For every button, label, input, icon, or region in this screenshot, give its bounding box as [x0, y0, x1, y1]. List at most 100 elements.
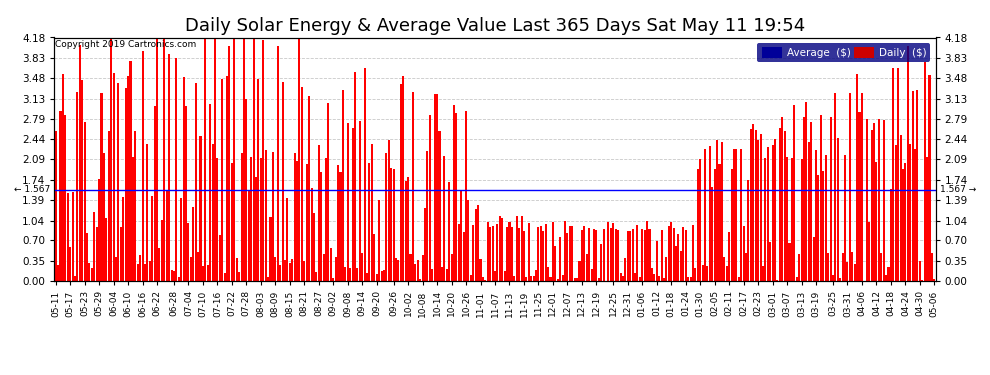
Bar [547, 267, 549, 281]
Bar [533, 276, 535, 281]
Bar [83, 122, 86, 281]
Bar [924, 62, 926, 281]
Bar [122, 196, 125, 281]
Bar [429, 115, 431, 281]
Bar [890, 189, 892, 281]
Bar [709, 147, 711, 281]
Bar [86, 233, 88, 281]
Bar [617, 230, 619, 281]
Bar [231, 163, 233, 281]
Bar [284, 260, 286, 281]
Bar [648, 229, 650, 281]
Bar [714, 170, 716, 281]
Bar [745, 253, 747, 281]
Bar [74, 276, 76, 281]
Bar [754, 130, 756, 281]
Bar [784, 131, 786, 281]
Bar [595, 230, 597, 281]
Bar [813, 237, 815, 281]
Bar [59, 111, 61, 281]
Bar [465, 111, 467, 281]
Bar [262, 40, 264, 281]
Bar [672, 228, 674, 281]
Bar [699, 159, 701, 281]
Bar [400, 84, 402, 281]
Bar [870, 130, 872, 281]
Bar [861, 93, 863, 281]
Bar [549, 277, 551, 281]
Bar [238, 272, 241, 281]
Bar [806, 102, 808, 281]
Bar [650, 268, 653, 281]
Bar [335, 258, 337, 281]
Bar [163, 38, 165, 281]
Bar [786, 156, 788, 281]
Bar [110, 38, 112, 281]
Bar [368, 163, 370, 281]
Bar [151, 196, 153, 281]
Bar [444, 156, 446, 281]
Bar [252, 39, 254, 281]
Bar [298, 38, 301, 281]
Bar [479, 259, 481, 281]
Bar [397, 260, 400, 281]
Text: Copyright 2019 Cartronics.com: Copyright 2019 Cartronics.com [55, 40, 197, 49]
Bar [142, 51, 144, 281]
Bar [140, 255, 142, 281]
Bar [135, 131, 137, 281]
Bar [234, 38, 236, 281]
Bar [358, 121, 360, 281]
Bar [912, 91, 914, 281]
Bar [487, 222, 489, 281]
Bar [101, 93, 103, 281]
Bar [931, 253, 933, 281]
Title: Daily Solar Energy & Average Value Last 365 Days Sat May 11 19:54: Daily Solar Energy & Average Value Last … [185, 16, 805, 34]
Bar [277, 46, 279, 281]
Bar [853, 264, 855, 281]
Bar [202, 266, 204, 281]
Bar [432, 269, 434, 281]
Bar [450, 254, 452, 281]
Bar [518, 228, 520, 281]
Bar [781, 117, 783, 281]
Bar [731, 170, 733, 281]
Bar [291, 260, 293, 281]
Bar [296, 161, 298, 281]
Bar [556, 279, 558, 281]
Bar [620, 273, 622, 281]
Bar [774, 139, 776, 281]
Bar [612, 223, 615, 281]
Bar [543, 231, 545, 281]
Bar [383, 270, 385, 281]
Bar [318, 145, 320, 281]
Bar [446, 269, 447, 281]
Bar [388, 140, 390, 281]
Bar [900, 135, 902, 281]
Bar [448, 182, 450, 281]
Bar [747, 180, 749, 281]
Bar [405, 181, 407, 281]
Bar [98, 180, 100, 281]
Bar [878, 119, 880, 281]
Bar [521, 216, 523, 281]
Bar [832, 274, 834, 281]
Bar [366, 273, 368, 281]
Bar [69, 247, 71, 281]
Bar [724, 257, 726, 281]
Bar [895, 144, 897, 281]
Bar [752, 124, 754, 281]
Bar [349, 268, 351, 281]
Bar [345, 267, 346, 281]
Bar [535, 270, 537, 281]
Bar [523, 231, 525, 281]
Bar [363, 68, 365, 281]
Bar [168, 54, 170, 281]
Bar [642, 229, 644, 281]
Bar [219, 235, 221, 281]
Bar [509, 222, 511, 281]
Bar [844, 156, 846, 281]
Bar [147, 144, 148, 281]
Bar [170, 270, 172, 281]
Bar [692, 225, 694, 281]
Bar [105, 218, 107, 281]
